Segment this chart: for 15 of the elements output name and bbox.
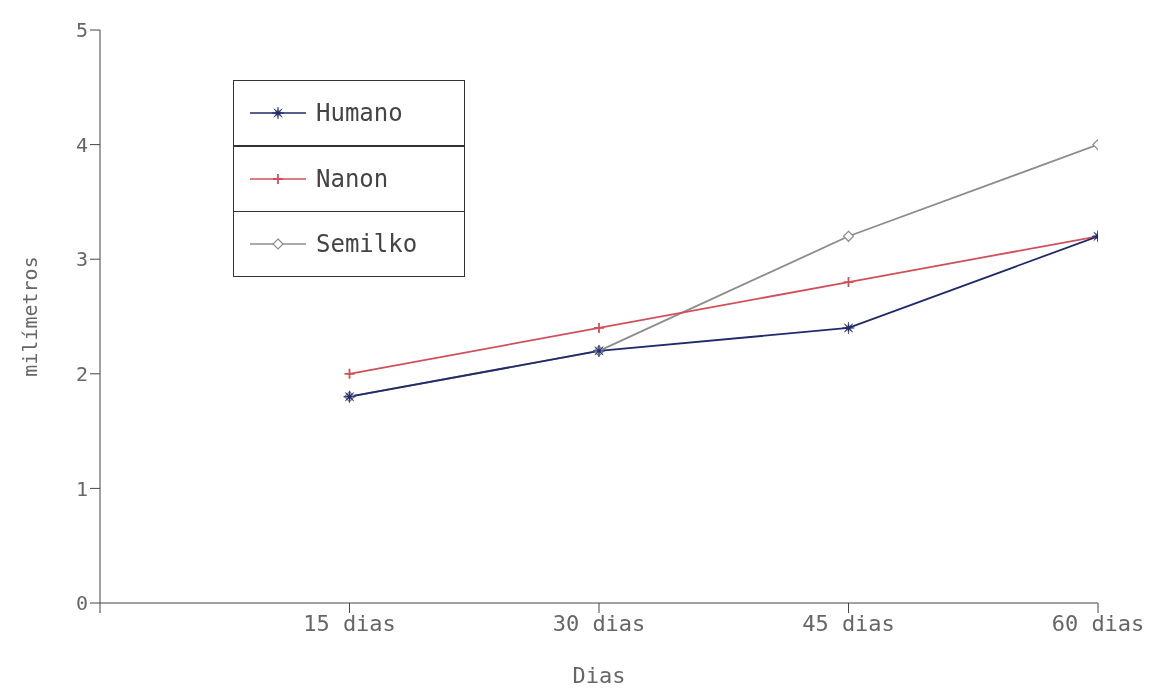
legend-label: Nanon [316,164,389,193]
y-tick-label: 4 [75,132,88,157]
y-tick-label: 5 [75,18,88,43]
y-tick-label: 1 [75,476,88,501]
x-tick-label: 45 dias [802,610,895,636]
y-tick-label: 2 [75,361,88,386]
legend-label: Semilko [316,230,418,258]
y-axis-title: milímetros [18,256,43,377]
x-axis-title: Dias [572,663,626,688]
y-tick-label: 3 [75,247,88,272]
x-tick-label: 15 dias [303,610,396,636]
x-tick-label: 30 dias [552,610,646,636]
legend-label: Humano [316,99,403,127]
x-tick-label: 60 dias [1051,610,1145,636]
y-tick-label: 0 [75,591,88,616]
